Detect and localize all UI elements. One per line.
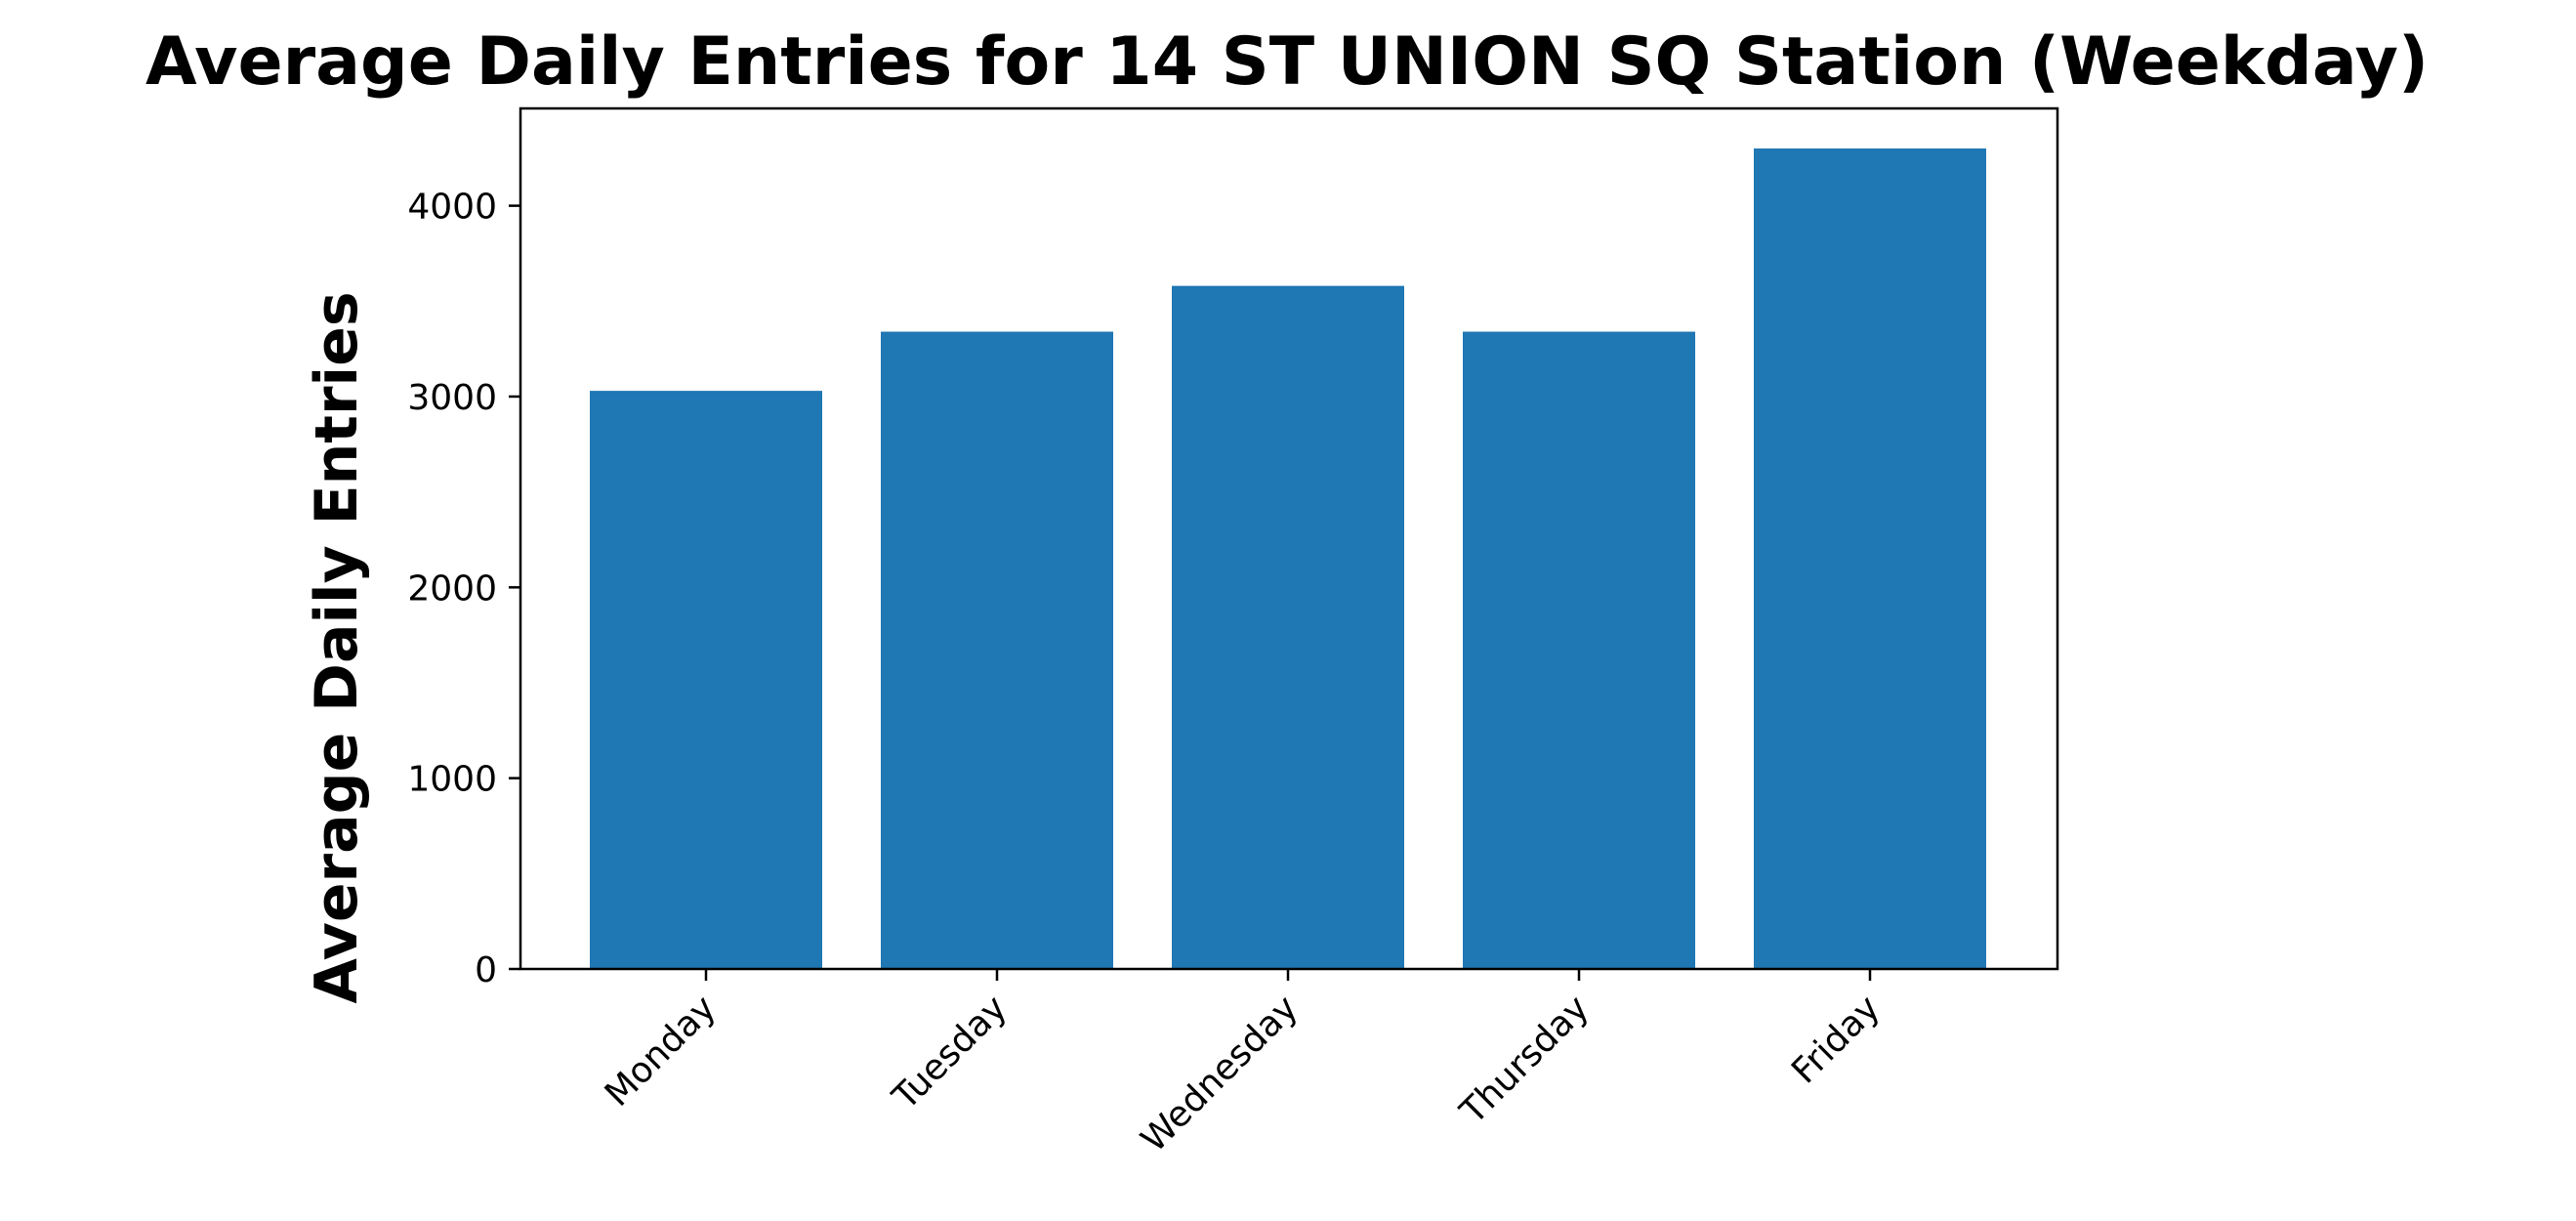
plot-frame	[519, 106, 2059, 971]
y-axis-ticks: 0 1000 2000 3000 4000	[407, 188, 520, 990]
bars-group	[590, 148, 1986, 970]
y-tick-label: 2000	[407, 568, 497, 609]
y-tick-label: 0	[475, 950, 497, 990]
bar-tuesday	[881, 331, 1113, 969]
y-tick-label: 1000	[407, 760, 497, 800]
y-axis-label: Average Daily Entries	[303, 291, 371, 1003]
bar-friday	[1754, 148, 1986, 970]
bar-thursday	[1463, 331, 1695, 969]
bar-monday	[590, 391, 822, 969]
y-tick-label: 3000	[407, 378, 497, 418]
y-tick-label: 4000	[407, 188, 497, 228]
chart-title: Average Daily Entries for 14 ST UNION SQ…	[145, 23, 2429, 101]
bar-wednesday	[1172, 285, 1404, 969]
